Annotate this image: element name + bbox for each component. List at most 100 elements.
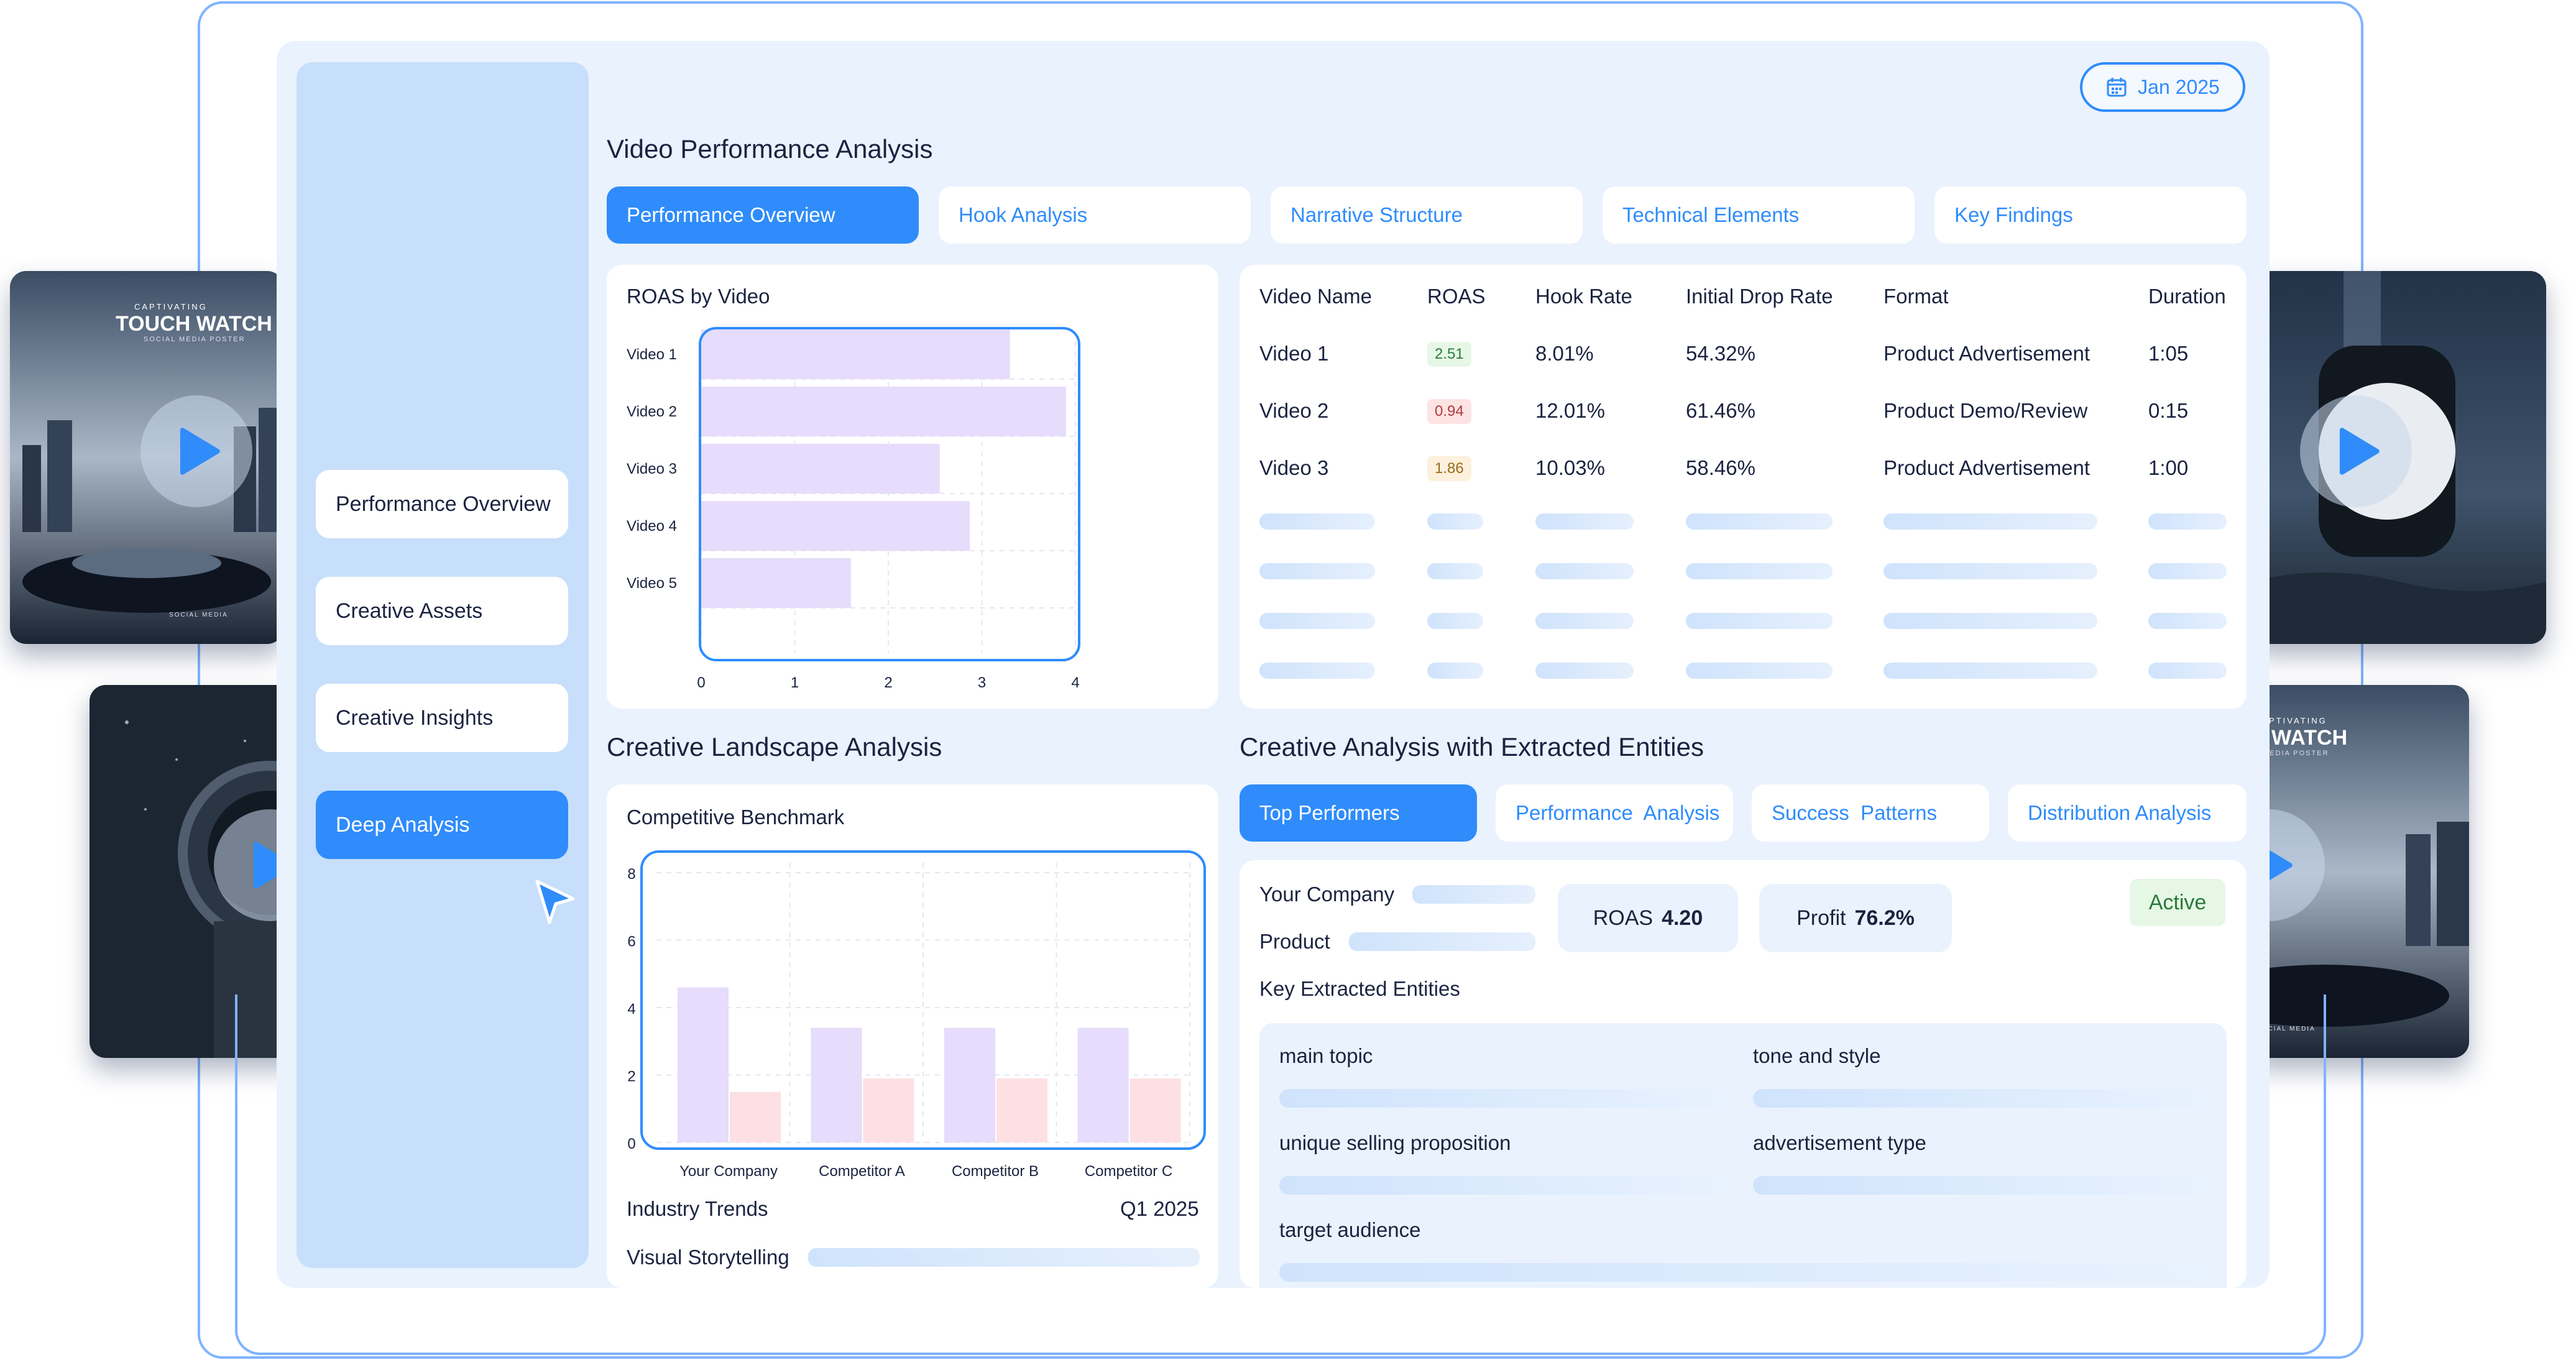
roas-badge: 1.86 [1427, 456, 1471, 481]
date-filter-button[interactable]: Jan 2025 [2080, 62, 2245, 112]
category-label: Competitor C [1085, 1163, 1172, 1180]
y-tick-label: 4 [627, 1001, 635, 1018]
tab-performance-overview[interactable]: Performance Overview [607, 186, 919, 244]
industry-trends-period: Q1 2025 [1120, 1197, 1199, 1220]
roas-bar [701, 387, 1066, 436]
play-icon [2339, 428, 2380, 475]
section-title-video-performance: Video Performance Analysis [607, 134, 933, 163]
y-tick-label: 6 [627, 934, 635, 950]
category-label: Competitor B [952, 1163, 1039, 1180]
tab-hook-analysis[interactable]: Hook Analysis [939, 186, 1251, 244]
skeleton-cell [1535, 563, 1634, 579]
company-label: Your Company [1259, 883, 1395, 906]
benchmark-bar [1129, 1078, 1181, 1142]
skeleton-cell [1686, 663, 1833, 679]
video-thumbnail-top-left[interactable]: CAPTIVATING TOUCH WATCH SOCIAL MEDIA POS… [10, 271, 283, 644]
y-tick-label: 8 [627, 866, 635, 883]
tab-key-findings[interactable]: Key Findings [1934, 186, 2247, 244]
cell-drop-rate: 58.46% [1686, 456, 1755, 479]
poster-title: TOUCH WATCH [116, 312, 272, 336]
roas-stat: ROAS 4.20 [1558, 884, 1738, 952]
cell-hook-rate: 10.03% [1535, 456, 1605, 479]
x-tick-label: 0 [697, 674, 705, 691]
skeleton-cell [1686, 513, 1833, 530]
roas-bar [701, 444, 940, 494]
column-header-video-name: Video Name [1259, 285, 1373, 308]
y-tick-label: 2 [627, 1068, 635, 1085]
entity-main-topic-bar [1279, 1089, 1727, 1108]
section-title-extracted-entities: Creative Analysis with Extracted Entitie… [1240, 732, 1704, 761]
outer-frame [198, 1, 2363, 1359]
product-label: Product [1259, 930, 1330, 953]
column-header-format: Format [1884, 285, 1949, 308]
tab-label: Technical Elements [1622, 203, 1800, 226]
skeleton-cell [1535, 613, 1634, 629]
x-tick-label: 2 [884, 674, 892, 691]
roas-chart-title: ROAS by Video [627, 285, 770, 308]
entity-ad-type-label: advertisement type [1753, 1131, 1926, 1154]
column-header-roas: ROAS [1427, 285, 1486, 308]
skeleton-cell [1884, 513, 2097, 530]
sidebar-item-creative-insights[interactable]: Creative Insights [316, 684, 568, 752]
skeleton-cell [1259, 563, 1375, 579]
category-label: Competitor A [819, 1163, 905, 1180]
entity-usp-label: unique selling proposition [1279, 1131, 1511, 1154]
poster-footer: SOCIAL MEDIA [2256, 1026, 2316, 1032]
skeleton-cell [1884, 613, 2097, 629]
tab-label: Hook Analysis [959, 203, 1088, 226]
roas-badge: 0.94 [1427, 399, 1471, 424]
cursor-arrow-icon [535, 880, 575, 924]
play-button[interactable] [140, 395, 252, 507]
sidebar-item-performance-overview[interactable]: Performance Overview [316, 470, 568, 538]
x-tick-label: 1 [791, 674, 799, 691]
cell-format: Product Advertisement [1884, 456, 2090, 479]
play-icon [253, 842, 293, 889]
roas-bar-chart: 0 1 2 3 4 Video 1 Video 2 Video 3 Video 4 Video 5 [627, 327, 1080, 691]
tab-top-performers[interactable]: Top Performers [1240, 784, 1477, 842]
roas-stat-value: 4.20 [1662, 906, 1703, 930]
cell-duration: 0:15 [2148, 399, 2189, 422]
cell-format: Product Demo/Review [1884, 399, 2088, 422]
cell-hook-rate: 12.01% [1535, 399, 1605, 422]
entity-target-audience-bar [1279, 1263, 2207, 1282]
date-filter-label: Jan 2025 [2138, 75, 2220, 98]
tab-distribution-analysis[interactable]: Distribution Analysis [2008, 784, 2247, 842]
roas-stat-label: ROAS [1593, 906, 1654, 930]
inner-frame [235, 995, 2326, 1355]
skeleton-cell [1259, 663, 1375, 679]
cell-drop-rate: 54.32% [1686, 342, 1755, 365]
cell-video-name: Video 1 [1259, 342, 1329, 365]
tab-performance-analysis[interactable]: Performance Analysis [1496, 784, 1733, 842]
entity-tone-style-bar [1753, 1089, 2207, 1108]
sidebar [297, 62, 589, 1268]
tab-technical-elements[interactable]: Technical Elements [1603, 186, 1915, 244]
skeleton-cell [2148, 563, 2227, 579]
cell-format: Product Advertisement [1884, 342, 2090, 365]
cell-hook-rate: 8.01% [1535, 342, 1594, 365]
cell-drop-rate: 61.46% [1686, 399, 1755, 422]
sidebar-item-creative-assets[interactable]: Creative Assets [316, 577, 568, 645]
tab-label: Performance Analysis [1516, 801, 1720, 824]
benchmark-bar [811, 1027, 862, 1142]
entity-target-audience-label: target audience [1279, 1218, 1421, 1241]
benchmark-bar [678, 987, 729, 1142]
tab-label: Success Patterns [1772, 801, 1937, 824]
cell-duration: 1:05 [2148, 342, 2189, 365]
sidebar-item-deep-analysis[interactable]: Deep Analysis [316, 791, 568, 859]
category-label: Video 2 [627, 403, 677, 420]
play-button[interactable] [2300, 395, 2412, 507]
poster-caption-small: CAPTIVATING [2254, 716, 2327, 725]
skeleton-cell [1686, 613, 1833, 629]
tab-success-patterns[interactable]: Success Patterns [1752, 784, 1989, 842]
video-table-card [1240, 265, 2247, 709]
skeleton-cell [1427, 563, 1483, 579]
roas-badge: 2.51 [1427, 342, 1471, 367]
cell-video-name: Video 3 [1259, 456, 1329, 479]
x-tick-label: 3 [978, 674, 986, 691]
status-badge: Active [2130, 879, 2225, 926]
category-label: Your Company [679, 1163, 778, 1180]
product-value-placeholder [1349, 932, 1535, 951]
sidebar-item-label: Deep Analysis [336, 812, 470, 837]
video-thumbnail-top-right[interactable] [2250, 271, 2546, 644]
tab-narrative-structure[interactable]: Narrative Structure [1271, 186, 1583, 244]
